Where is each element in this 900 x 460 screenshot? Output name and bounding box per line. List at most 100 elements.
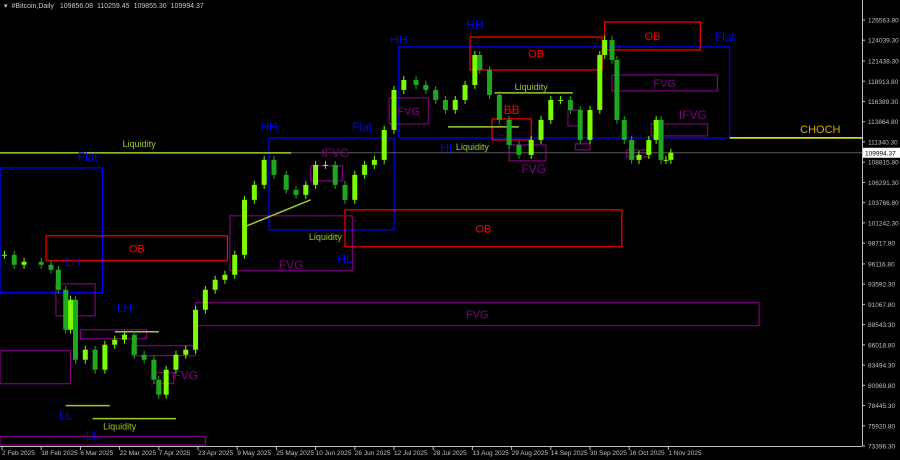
candle — [629, 139, 635, 160]
candle — [653, 119, 659, 140]
triangle-down-icon[interactable]: ▾ — [4, 3, 8, 10]
candle — [401, 79, 407, 90]
candle — [342, 184, 348, 200]
fvg-zone — [574, 143, 591, 151]
candle — [141, 354, 147, 360]
candles-layer — [1, 35, 674, 399]
annotation-fvg: FVG — [521, 162, 546, 176]
y-tick-label: 75920.80 — [868, 423, 895, 430]
candle — [413, 79, 419, 85]
fvg-zone — [229, 215, 353, 272]
x-tick-label: 23 Apr 2025 — [198, 450, 233, 457]
candle — [477, 54, 483, 70]
annotation-hh: HH — [466, 18, 483, 32]
y-tick-label: 124039.30 — [868, 38, 899, 45]
x-tick-label: 16 Oct 2025 — [629, 450, 665, 457]
candle — [283, 174, 289, 190]
candle — [587, 109, 593, 140]
y-tick-label: 101242.30 — [868, 220, 899, 227]
x-tick-label: 13 Aug 2025 — [472, 450, 509, 457]
candle — [577, 109, 583, 140]
order-block-zone — [344, 209, 623, 248]
x-tick-label: 29 Aug 2025 — [512, 450, 549, 457]
candle — [442, 99, 448, 110]
candle — [602, 39, 608, 55]
candle — [487, 69, 493, 95]
annotation-lh: LH — [117, 301, 132, 315]
candle — [151, 359, 157, 380]
annotation-liquidity: Liquidity — [123, 139, 157, 149]
candle — [163, 369, 169, 395]
candle — [452, 99, 458, 110]
structure-zone — [268, 137, 395, 231]
candle — [122, 334, 127, 340]
candle — [68, 299, 74, 330]
candle — [38, 261, 44, 265]
y-tick-label: 93592.30 — [868, 282, 895, 289]
annotation-hl: HL — [440, 141, 456, 155]
structure-zone — [0, 167, 104, 294]
annotation-ifvg: IFVG — [679, 108, 707, 122]
candle — [82, 349, 88, 360]
y-tick-label: 108815.80 — [868, 160, 899, 167]
annotation-liquidity: Liquidity — [309, 232, 343, 242]
open-value: 109856.08 — [59, 3, 93, 10]
y-tick-label: 83494.30 — [868, 363, 895, 370]
candle — [73, 299, 78, 360]
candle — [609, 39, 615, 60]
x-tick-label: 1 Nov 2025 — [668, 450, 702, 457]
x-tick-label: 22 Mar 2025 — [120, 450, 157, 457]
fvg-zone — [388, 97, 429, 125]
x-tick-label: 18 Feb 2025 — [41, 450, 78, 457]
x-tick-label: 12 Jul 2025 — [394, 450, 428, 457]
y-tick-label: 88543.30 — [868, 322, 895, 329]
time-axis-background — [0, 446, 900, 460]
order-block-zone-label: OB — [129, 243, 145, 255]
candle — [232, 254, 238, 275]
annotation-liquidity: Liquidity — [515, 82, 549, 92]
candle — [11, 254, 17, 265]
candle — [636, 154, 642, 160]
candle — [506, 119, 512, 145]
candle — [663, 159, 669, 161]
candle — [303, 184, 309, 195]
candle — [433, 89, 439, 100]
candle — [668, 152, 674, 160]
candle — [614, 59, 620, 120]
candle — [212, 279, 218, 290]
candle — [567, 99, 573, 110]
x-tick-label: 2 Feb 2025 — [2, 450, 35, 457]
low-value: 109855.30 — [133, 3, 167, 10]
annotation-fvg: FVG — [173, 369, 198, 383]
x-tick-label: 28 Jul 2025 — [433, 450, 467, 457]
candle — [462, 84, 468, 100]
fvg-zone — [0, 436, 206, 446]
annotation-hh: HH — [260, 120, 277, 134]
y-tick-label: 106291.30 — [868, 180, 899, 187]
annotation-choch: CHOCH — [800, 124, 840, 136]
fvg-zone — [79, 329, 148, 340]
annotation-labels-layer: FlatFlatFlatLHLHLLLLHHHLHHHHHLLiquidityL… — [59, 18, 840, 443]
y-tick-label: 96116.80 — [868, 261, 895, 268]
candle — [538, 119, 544, 140]
y-tick-label: 103766.80 — [868, 200, 899, 207]
candle — [112, 339, 118, 345]
annotation-hh: HH — [390, 33, 407, 47]
candle — [621, 119, 627, 140]
candle — [658, 119, 664, 160]
candle — [528, 139, 534, 155]
x-tick-label: 9 May 2025 — [237, 450, 271, 457]
candle — [92, 349, 98, 370]
candle — [496, 94, 502, 120]
candle — [21, 261, 27, 265]
annotation-ifvg: IFVG — [321, 146, 349, 160]
fvg-zone — [0, 350, 72, 385]
annotation-hl: HL — [337, 252, 353, 266]
candle — [391, 89, 397, 130]
order-block-zone-label: OB — [528, 48, 544, 60]
candle — [102, 344, 108, 370]
fvg-zone-label: FVG — [397, 106, 420, 118]
y-tick-label: 121438.30 — [868, 59, 899, 66]
fvg-zone — [650, 123, 709, 137]
